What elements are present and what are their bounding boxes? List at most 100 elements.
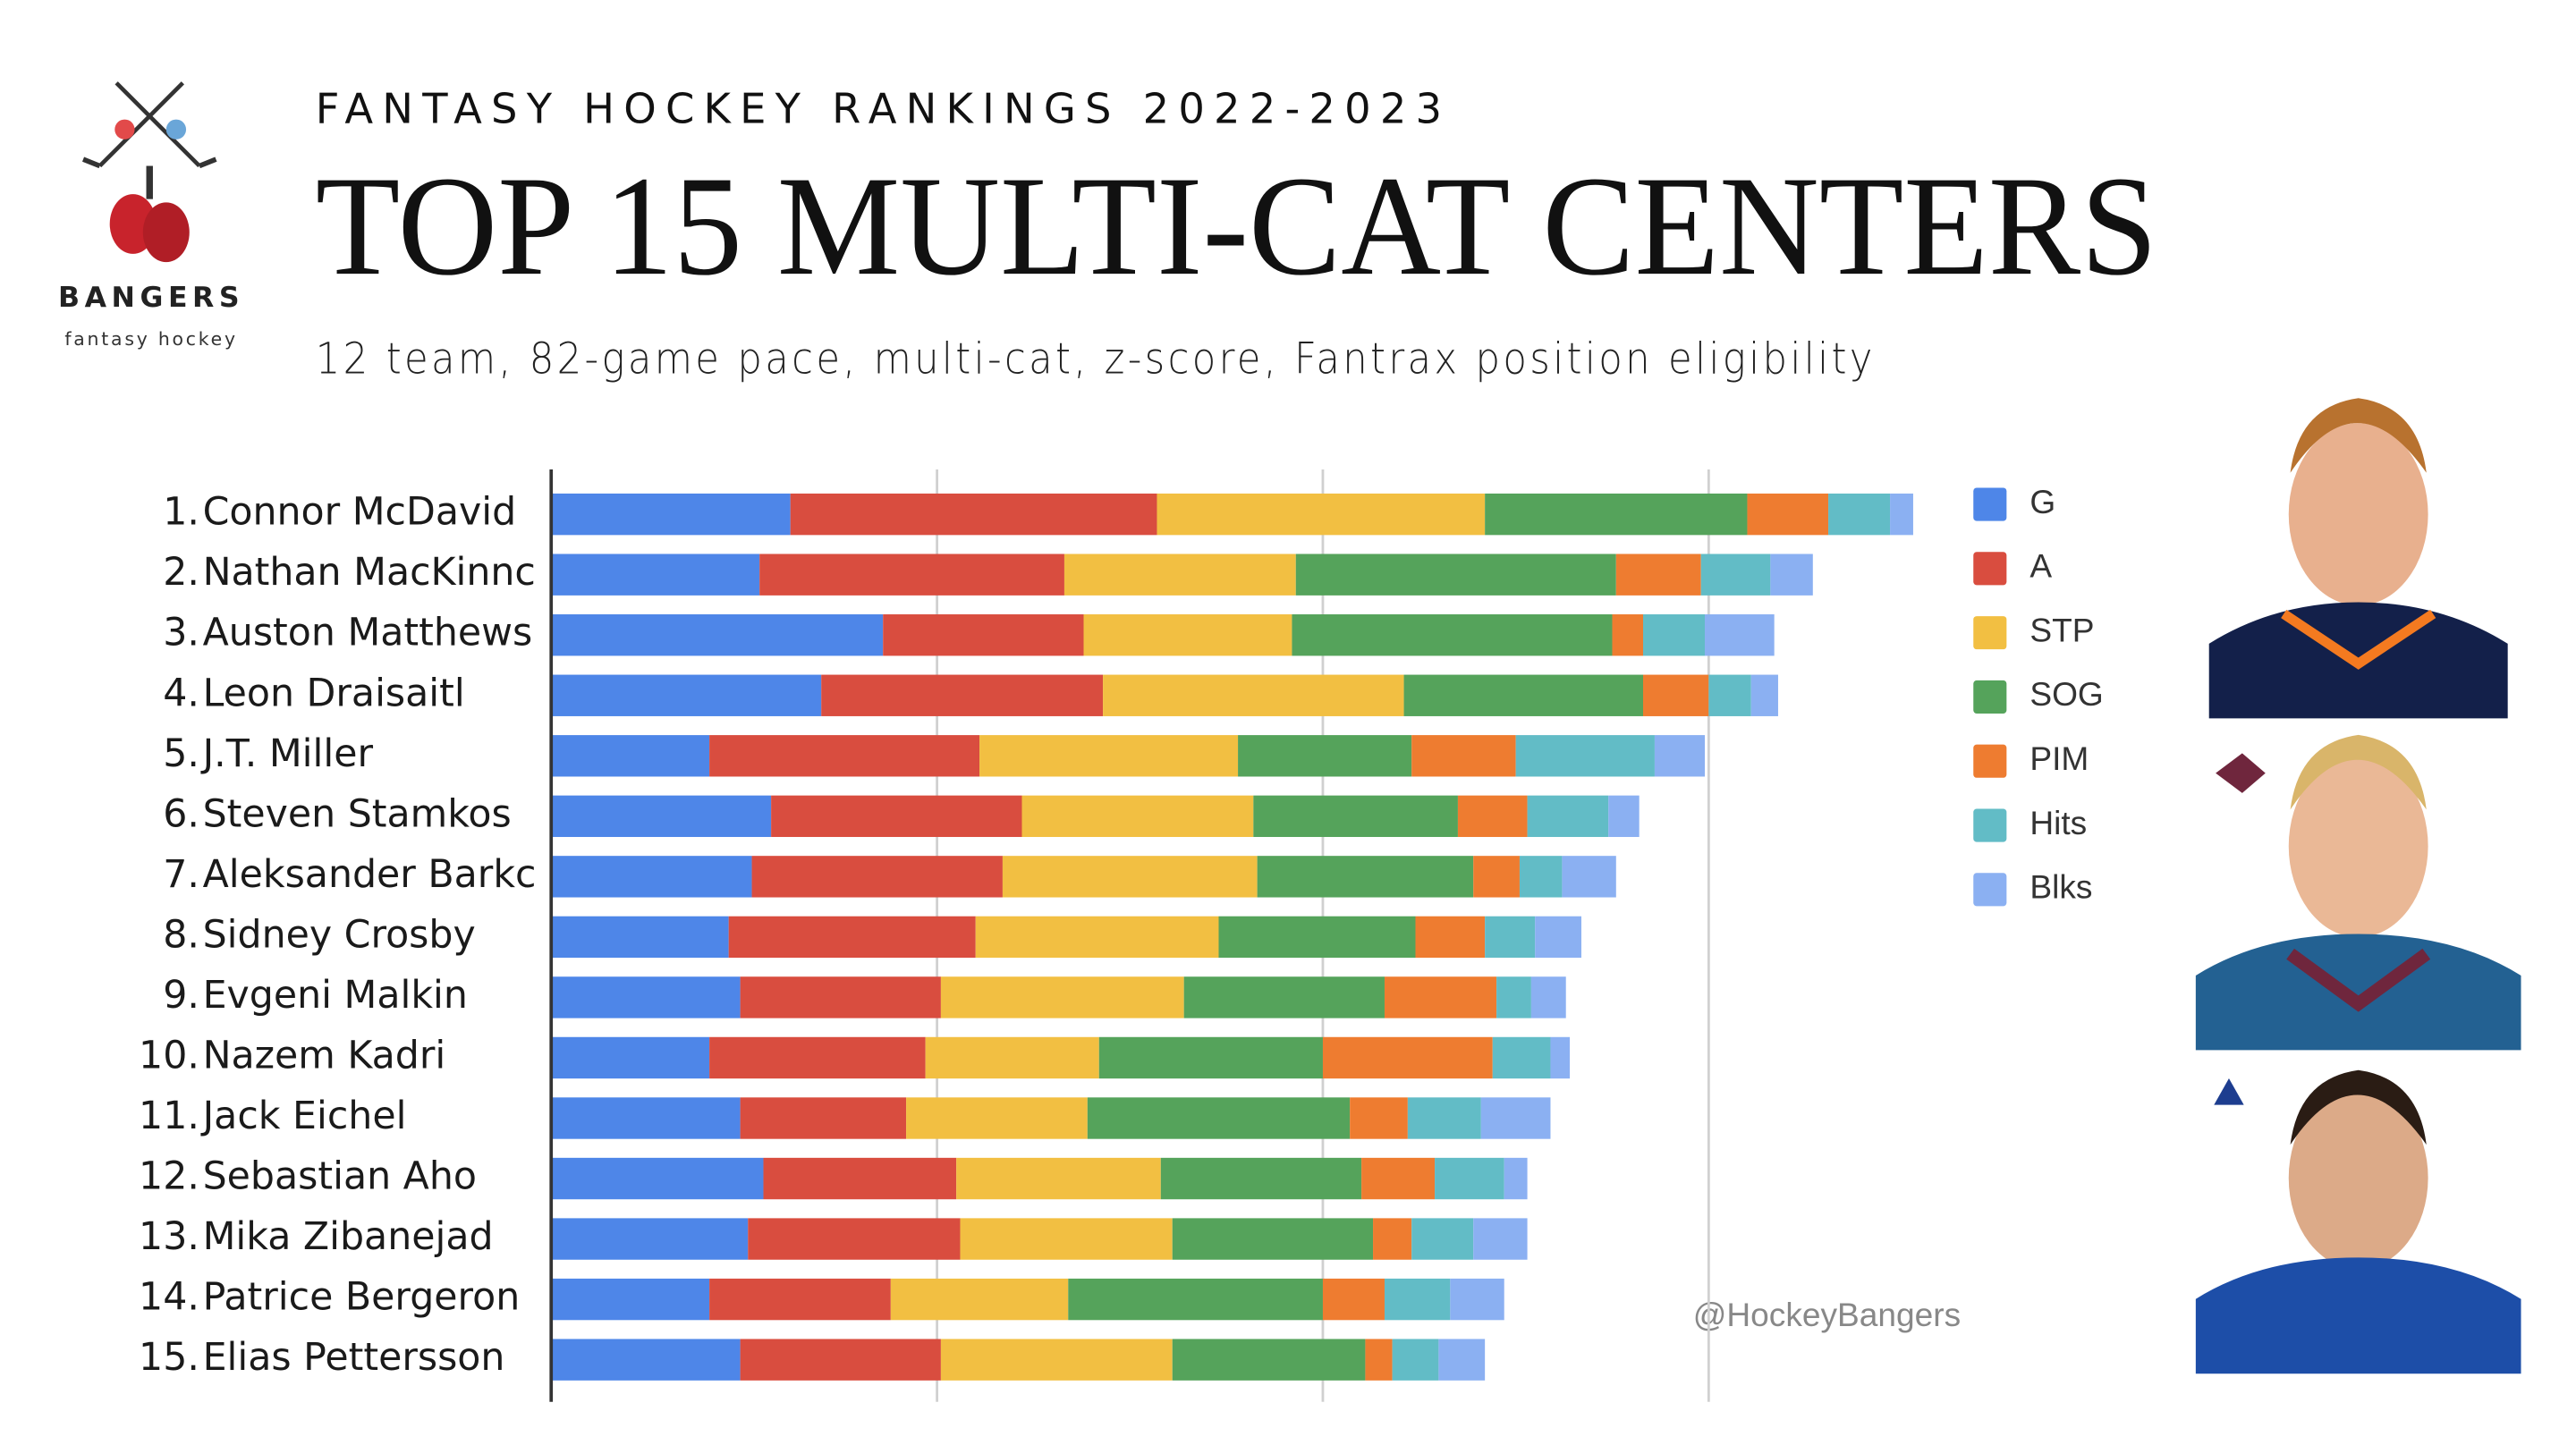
bar-segment (1238, 735, 1412, 777)
bar-segment (1562, 856, 1616, 898)
bar-segment (1530, 976, 1566, 1018)
bar-segment (1083, 614, 1292, 656)
bar-segment (551, 1097, 741, 1139)
logo-name: BANGERS (58, 282, 244, 314)
rank-label: 5. (163, 731, 199, 776)
bar-segment (1705, 614, 1775, 656)
bar-segment (1365, 1339, 1393, 1381)
bar-segment (940, 1339, 1173, 1381)
bar-segment (1361, 1157, 1436, 1200)
rank-label: 1. (163, 490, 199, 535)
watermark: @HockeyBangers (1693, 1296, 1962, 1333)
bar-segment (1473, 1218, 1528, 1260)
bar-segment (906, 1097, 1088, 1139)
bar-segment (975, 916, 1219, 959)
bar-segment (1392, 1339, 1439, 1381)
bar-segment (709, 735, 980, 777)
bar-segment (1550, 1036, 1571, 1079)
legend-swatch (1973, 616, 2007, 650)
bar-segment (1535, 916, 1581, 959)
header: FANTASY HOCKEY RANKINGS 2022-2023 (316, 84, 1452, 132)
bar-segment (1253, 795, 1458, 838)
bar-segment (551, 1157, 764, 1200)
category-label: Nazem Kadri (203, 1033, 446, 1077)
legend-label: A (2029, 547, 2052, 585)
category-label: Patrice Bergeron (203, 1275, 521, 1320)
rank-label: 14. (139, 1275, 199, 1320)
bar-segment (1407, 1097, 1481, 1139)
rank-label: 6. (163, 791, 199, 836)
bar-segment (1642, 614, 1706, 656)
bar-segment (551, 976, 741, 1018)
bar-segment (551, 553, 760, 596)
legend-label: PIM (2029, 739, 2089, 777)
category-label: Evgeni Malkin (203, 973, 468, 1018)
rank-label: 13. (139, 1214, 199, 1259)
legend-label: Blks (2029, 868, 2092, 906)
bar-segment (763, 1157, 957, 1200)
legend-swatch (1973, 744, 2007, 778)
logo: BANGERS fantasy hockey (58, 81, 244, 350)
bar-segment (1515, 735, 1655, 777)
bar-segment (740, 1339, 941, 1381)
legend-swatch (1973, 487, 2007, 521)
bar-segment (759, 553, 1064, 596)
bar-segment (956, 1157, 1161, 1200)
bar-segment (551, 614, 884, 656)
bar-segment (728, 916, 976, 959)
bar-segment (551, 1278, 710, 1321)
bar-segment (1292, 614, 1613, 656)
category-label: Sebastian Aho (203, 1154, 477, 1199)
category-label: Elias Pettersson (203, 1335, 505, 1380)
bar-segment (1172, 1218, 1374, 1260)
bar-segment (1160, 1157, 1362, 1200)
bar-segment (1496, 976, 1531, 1018)
bar-segment (740, 976, 941, 1018)
bar-segment (940, 976, 1184, 1018)
bar-segment (551, 856, 752, 898)
legend-swatch (1973, 552, 2007, 586)
category-label: J.T. Miller (200, 731, 374, 776)
bar-segment (821, 674, 1104, 716)
bar-segment (771, 795, 1022, 838)
chart-title: TOP 15 MULTI-CAT CENTERS (316, 147, 2157, 305)
category-label: Auston Matthews (203, 611, 533, 655)
bar-segment (740, 1097, 907, 1139)
bar-segment (1457, 795, 1528, 838)
bar-segment (1002, 856, 1258, 898)
bar-segment (1384, 976, 1497, 1018)
bar-segment (1098, 1036, 1323, 1079)
bar-segment (551, 916, 729, 959)
category-label: Mika Zibanejad (203, 1214, 494, 1259)
bar-segment (551, 1339, 741, 1381)
legend-swatch (1973, 808, 2007, 842)
logo-tagline: fantasy hockey (64, 328, 238, 350)
bar-segment (748, 1218, 961, 1260)
bar-segment (1608, 795, 1640, 838)
rank-label: 7. (163, 852, 199, 897)
bar-segment (1747, 493, 1829, 536)
rank-label: 15. (139, 1335, 199, 1380)
bar-segment (1183, 976, 1385, 1018)
category-label: Aleksander Barkc (203, 852, 537, 897)
bar-segment (1492, 1036, 1551, 1079)
bar-segment (1485, 916, 1536, 959)
player-photos (2195, 398, 2521, 1374)
bar-segment (1770, 553, 1813, 596)
bar-segment (1063, 553, 1296, 596)
legend-label: Hits (2029, 804, 2087, 841)
bar-segment (960, 1218, 1173, 1260)
bar-segment (1485, 493, 1748, 536)
bar-segment (1519, 856, 1563, 898)
subtitle: 12 team, 82-game pace, multi-cat, z-scor… (316, 334, 1876, 384)
bar-segment (979, 735, 1239, 777)
bar-segment (1473, 856, 1520, 898)
bar-segment (1218, 916, 1416, 959)
bar-segment (790, 493, 1157, 536)
bar-segment (709, 1278, 891, 1321)
bar-segment (551, 735, 710, 777)
legend-label: STP (2029, 611, 2094, 648)
bar-segment (1527, 795, 1609, 838)
bar-segment (551, 674, 822, 716)
